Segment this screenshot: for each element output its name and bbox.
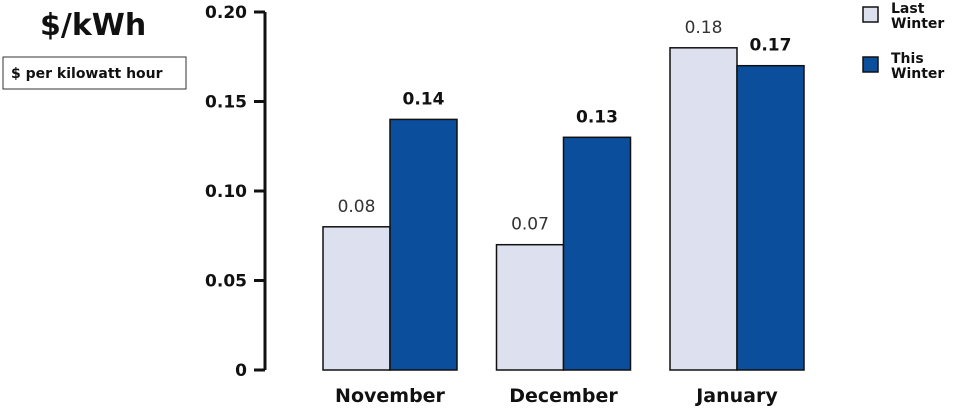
data-label: 0.08 — [338, 197, 376, 217]
chart-title: $/kWh — [40, 8, 146, 43]
unit-box-border — [2, 56, 187, 90]
bars — [322, 47, 805, 371]
y-tick-label: 0.10 — [205, 182, 247, 202]
x-category-label: November — [335, 385, 446, 407]
x-category-label: December — [509, 385, 618, 407]
data-label: 0.07 — [511, 215, 549, 235]
legend-swatch — [862, 56, 879, 73]
y-tick-label: 0.20 — [205, 3, 247, 23]
data-label: 0.13 — [576, 107, 618, 127]
data-labels: 0.08 0.14 0.07 0.13 0.18 0.17 — [338, 18, 792, 235]
x-axis: November December January — [335, 385, 778, 407]
legend-swatch — [862, 6, 879, 23]
y-tick-label: 0 — [235, 361, 247, 381]
legend-label: Winter — [891, 16, 944, 32]
bar-this-winter-december — [562, 136, 632, 371]
bar-last-winter-december — [495, 243, 565, 371]
data-label: 0.18 — [685, 18, 723, 38]
y-tick-label: 0.15 — [205, 93, 247, 113]
bar-this-winter-november — [389, 118, 458, 371]
unit-box: $ per kilowatt hour — [2, 56, 187, 90]
bar-last-winter-january — [669, 47, 738, 371]
legend-label: Last — [891, 1, 925, 17]
legend-label: This — [891, 51, 924, 67]
x-category-label: January — [694, 385, 778, 407]
y-axis: 0 0.05 0.10 0.15 0.20 — [205, 3, 267, 381]
data-label: 0.17 — [750, 36, 792, 56]
bar-this-winter-january — [736, 64, 805, 371]
data-label: 0.14 — [403, 89, 445, 109]
bar-last-winter-november — [322, 226, 391, 371]
legend-label: Winter — [891, 66, 944, 82]
y-tick-label: 0.05 — [205, 272, 247, 292]
unit-label: $ per kilowatt hour — [11, 66, 163, 82]
